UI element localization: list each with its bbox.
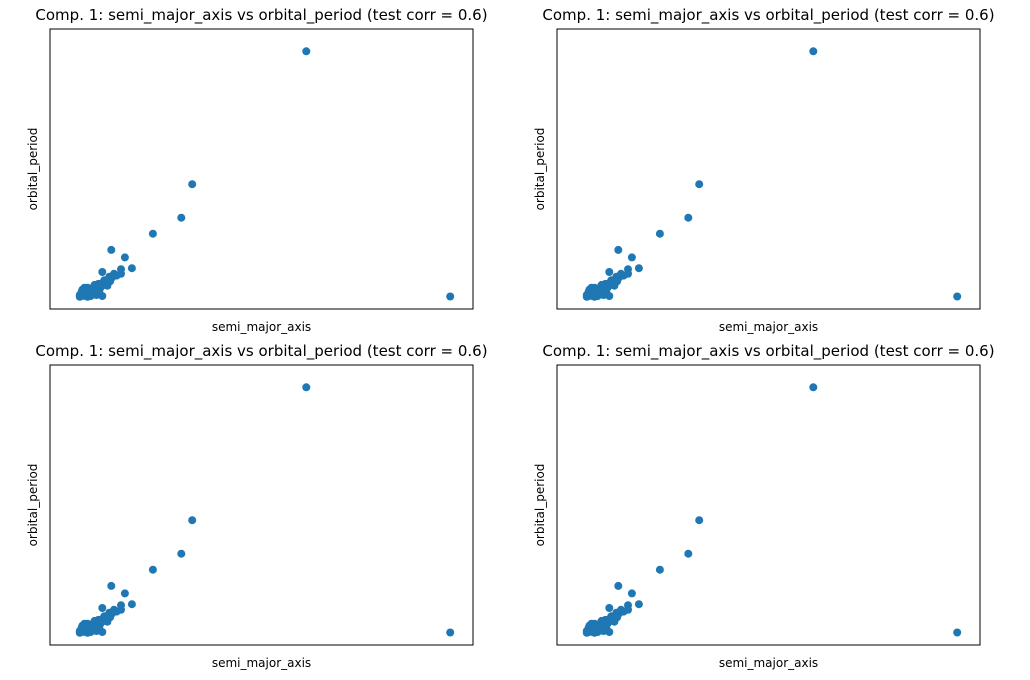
scatter-point-5 bbox=[148, 565, 157, 574]
scatter-point-8 bbox=[634, 264, 643, 273]
x-axis-label: semi_major_axis bbox=[719, 320, 818, 334]
scatter-point-6 bbox=[107, 581, 116, 590]
scatter-point-48 bbox=[582, 292, 591, 301]
scatter-point-3 bbox=[177, 549, 186, 558]
scatter-point-3 bbox=[177, 213, 186, 222]
plot-area bbox=[49, 364, 474, 646]
scatter-point-1 bbox=[302, 47, 311, 56]
scatter-point-5 bbox=[148, 229, 157, 238]
scatter-point-5 bbox=[655, 565, 664, 574]
scatter-point-3 bbox=[684, 549, 693, 558]
scatter-point-10 bbox=[98, 604, 107, 612]
plot-area bbox=[556, 28, 981, 310]
plot-area bbox=[49, 28, 474, 310]
scatter-point-4 bbox=[953, 292, 962, 301]
scatter-point-47 bbox=[590, 628, 599, 637]
scatter-point-24 bbox=[610, 617, 619, 626]
scatter-point-10 bbox=[605, 268, 614, 276]
y-axis-label: orbital_period bbox=[26, 464, 40, 547]
scatter-point-1 bbox=[809, 383, 818, 392]
scatter-point-6 bbox=[614, 581, 623, 590]
scatter-point-24 bbox=[103, 281, 112, 290]
scatter-point-4 bbox=[446, 292, 455, 301]
scatter-point-1 bbox=[809, 47, 818, 56]
scatter-point-46 bbox=[605, 628, 614, 636]
scatter-point-46 bbox=[605, 292, 614, 300]
x-axis-label: semi_major_axis bbox=[212, 320, 311, 334]
chart-title: Comp. 1: semi_major_axis vs orbital_peri… bbox=[542, 342, 994, 361]
scatter-point-2 bbox=[695, 180, 704, 189]
y-axis-label: orbital_period bbox=[26, 128, 40, 211]
data-points bbox=[582, 47, 962, 301]
scatter-point-2 bbox=[188, 180, 197, 189]
scatter-point-48 bbox=[582, 628, 591, 637]
scatter-point-6 bbox=[614, 245, 623, 254]
scatter-point-48 bbox=[75, 292, 84, 301]
scatter-point-5 bbox=[655, 229, 664, 238]
scatter-point-8 bbox=[127, 264, 136, 273]
scatter-point-47 bbox=[83, 292, 92, 301]
data-points bbox=[75, 383, 455, 637]
scatter-panel-2: Comp. 1: semi_major_axis vs orbital_peri… bbox=[533, 6, 995, 334]
y-axis-label: orbital_period bbox=[533, 128, 547, 211]
x-axis-label: semi_major_axis bbox=[719, 656, 818, 670]
scatter-point-48 bbox=[75, 628, 84, 637]
chart-title: Comp. 1: semi_major_axis vs orbital_peri… bbox=[35, 342, 487, 361]
scatter-panel-3: Comp. 1: semi_major_axis vs orbital_peri… bbox=[26, 342, 488, 670]
plot-area bbox=[556, 364, 981, 646]
scatter-point-24 bbox=[103, 617, 112, 626]
scatter-point-46 bbox=[98, 628, 107, 636]
data-points bbox=[75, 47, 455, 301]
scatter-point-4 bbox=[446, 628, 455, 637]
scatter-point-10 bbox=[605, 604, 614, 612]
scatter-point-24 bbox=[610, 281, 619, 290]
scatter-panel-1: Comp. 1: semi_major_axis vs orbital_peri… bbox=[26, 6, 488, 334]
scatter-point-7 bbox=[120, 589, 129, 598]
y-axis-label: orbital_period bbox=[533, 464, 547, 547]
scatter-point-2 bbox=[188, 516, 197, 525]
chart-title: Comp. 1: semi_major_axis vs orbital_peri… bbox=[542, 6, 994, 25]
scatter-point-7 bbox=[627, 589, 636, 598]
scatter-point-10 bbox=[98, 268, 107, 276]
scatter-point-47 bbox=[590, 292, 599, 301]
scatter-point-4 bbox=[953, 628, 962, 637]
scatter-point-47 bbox=[83, 628, 92, 637]
scatter-point-2 bbox=[695, 516, 704, 525]
scatter-point-7 bbox=[627, 253, 636, 262]
scatter-point-6 bbox=[107, 245, 116, 254]
chart-title: Comp. 1: semi_major_axis vs orbital_peri… bbox=[35, 6, 487, 25]
data-points bbox=[582, 383, 962, 637]
scatter-point-46 bbox=[98, 292, 107, 300]
scatter-panel-4: Comp. 1: semi_major_axis vs orbital_peri… bbox=[533, 342, 995, 670]
scatter-point-8 bbox=[127, 600, 136, 609]
scatter-point-3 bbox=[684, 213, 693, 222]
x-axis-label: semi_major_axis bbox=[212, 656, 311, 670]
scatter-point-1 bbox=[302, 383, 311, 392]
scatter-point-8 bbox=[634, 600, 643, 609]
scatter-point-7 bbox=[120, 253, 129, 262]
